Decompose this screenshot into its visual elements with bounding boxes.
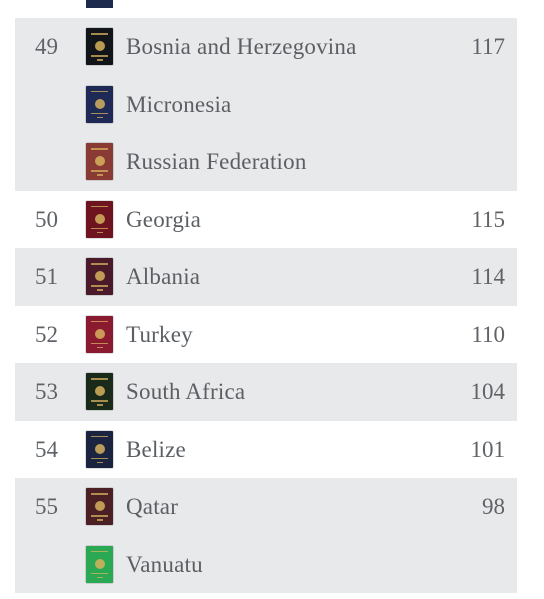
- georgia-passport-icon: [86, 200, 113, 238]
- rank-group: 50 Georgia 115: [15, 191, 517, 249]
- qatar-passport-icon: [86, 488, 113, 525]
- rank-number: 54: [35, 436, 58, 462]
- visa-free-score: 101: [470, 436, 506, 462]
- turkey-passport-icon: [86, 315, 113, 353]
- south-africa-passport-icon: [86, 373, 113, 410]
- country-row[interactable]: 54 Belize 101: [15, 421, 517, 478]
- previous-passport-icon: [86, 0, 113, 8]
- rank-number: 55: [35, 494, 58, 519]
- country-name: Albania: [126, 264, 201, 289]
- country-name: Belize: [126, 436, 186, 462]
- micronesia-passport-icon: [86, 85, 113, 123]
- rank-group: 51 Albania 114: [15, 248, 517, 306]
- country-row[interactable]: 51 Albania 114: [15, 248, 517, 305]
- country-name: South Africa: [126, 379, 246, 404]
- visa-free-score: 110: [471, 321, 505, 347]
- visa-free-score: 104: [470, 379, 506, 404]
- country-name: Micronesia: [126, 91, 232, 117]
- country-row[interactable]: 52 Turkey 110: [15, 306, 517, 363]
- country-name: Russian Federation: [126, 149, 307, 174]
- visa-free-score: 115: [471, 206, 505, 232]
- vanuatu-passport-icon: [86, 545, 113, 583]
- belize-passport-icon: [86, 430, 113, 468]
- country-row[interactable]: Micronesia: [15, 76, 517, 133]
- rank-group: 54 Belize 101: [15, 421, 517, 479]
- country-row[interactable]: Russian Federation: [15, 133, 517, 190]
- rank-number: 52: [35, 321, 58, 347]
- country-row[interactable]: 49 Bosnia and Herzegovina 117: [15, 18, 517, 75]
- rank-number: 51: [35, 264, 58, 289]
- albania-passport-icon: [86, 258, 113, 295]
- rank-group: 55 Qatar 98 Vanuatu: [15, 478, 517, 593]
- russia-passport-icon: [86, 143, 113, 180]
- rank-number: 50: [35, 206, 58, 232]
- country-name: Vanuatu: [126, 551, 203, 577]
- rank-group: 53 South Africa 104: [15, 363, 517, 421]
- rank-group: 52 Turkey 110: [15, 306, 517, 364]
- visa-free-score: 117: [471, 34, 505, 59]
- country-name: Turkey: [126, 321, 193, 347]
- country-row[interactable]: 50 Georgia 115: [15, 191, 517, 248]
- visa-free-score: 98: [482, 494, 505, 519]
- rank-number: 53: [35, 379, 58, 404]
- rank-number: 49: [35, 34, 58, 59]
- country-row[interactable]: Vanuatu: [15, 536, 517, 593]
- country-row[interactable]: 55 Qatar 98: [15, 478, 517, 535]
- country-name: Bosnia and Herzegovina: [126, 34, 357, 59]
- country-name: Georgia: [126, 206, 202, 232]
- visa-free-score: 114: [471, 264, 505, 289]
- country-row[interactable]: 53 South Africa 104: [15, 363, 517, 420]
- country-name: Qatar: [126, 494, 179, 519]
- bosnia-passport-icon: [86, 28, 113, 65]
- rank-group: 49 Bosnia and Herzegovina 117 Micronesia Rus…: [15, 18, 517, 191]
